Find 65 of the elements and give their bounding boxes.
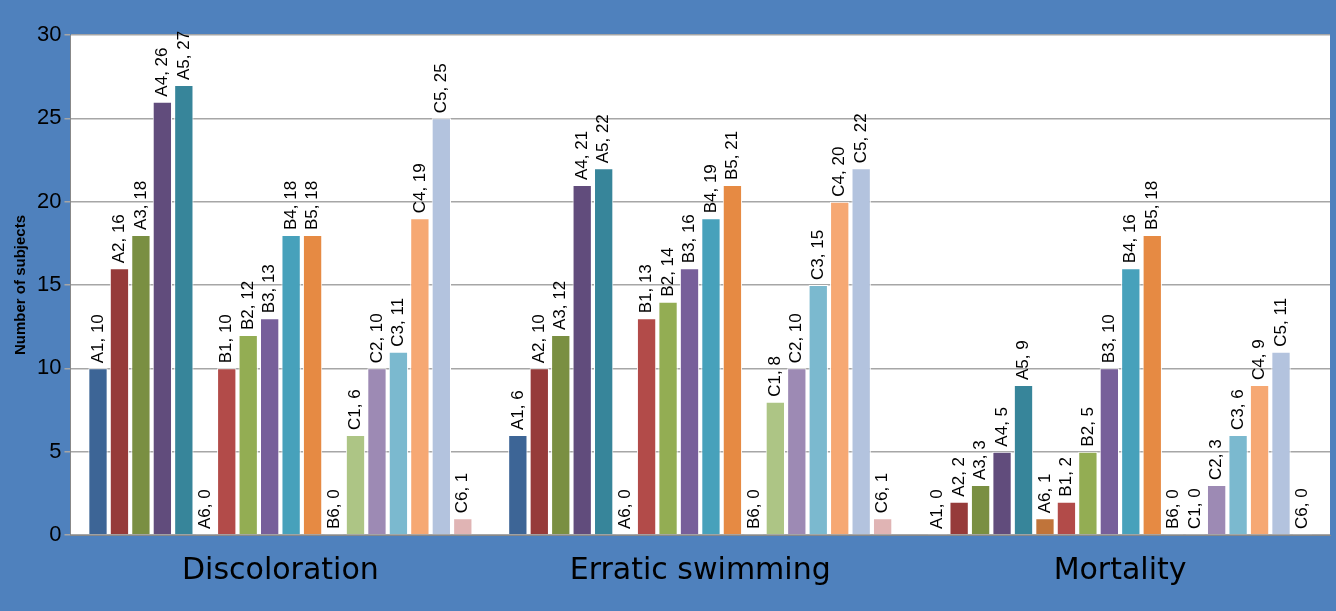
data-label: C4, 9: [1249, 339, 1269, 380]
data-label: A1, 6: [507, 390, 527, 430]
data-label: C3, 11: [388, 297, 408, 347]
y-tick-label: 20: [36, 187, 62, 213]
data-label: B6, 0: [1163, 489, 1183, 529]
data-label: B3, 10: [1099, 314, 1119, 364]
y-tick-label: 15: [36, 271, 62, 297]
data-label: B4, 16: [1120, 214, 1140, 264]
data-label: B4, 18: [280, 180, 300, 230]
data-label: C6, 0: [1292, 488, 1312, 529]
data-label: C6, 1: [872, 472, 892, 514]
data-label: B6, 0: [323, 489, 343, 529]
data-label: C2, 10: [786, 313, 806, 364]
y-tick-label: 5: [49, 437, 62, 463]
y-axis-title: Number of subjects: [11, 214, 29, 356]
data-label: C6, 1: [452, 472, 472, 514]
data-label: B5, 21: [722, 130, 742, 180]
data-label: B5, 18: [1141, 180, 1161, 230]
data-label: B2, 14: [657, 247, 677, 297]
y-tick-label: 25: [36, 104, 62, 130]
data-label: A2, 10: [528, 314, 548, 364]
data-label: A2, 16: [109, 214, 129, 264]
data-label: A6, 1: [1034, 473, 1054, 514]
data-label: B5, 18: [302, 180, 322, 230]
data-label: A3, 12: [550, 280, 570, 330]
data-label: A1, 10: [87, 314, 107, 364]
data-label: A3, 3: [970, 440, 990, 480]
data-label: B1, 10: [216, 314, 236, 364]
data-label: C4, 20: [829, 146, 849, 197]
data-label: B2, 5: [1077, 406, 1097, 447]
x-tick-label: Discoloration: [181, 550, 379, 586]
data-label: B4, 19: [700, 164, 720, 214]
data-label: C1, 6: [345, 389, 365, 430]
x-tick-label: Erratic swimming: [569, 550, 831, 586]
data-label: C4, 19: [409, 163, 429, 214]
data-label: A4, 5: [991, 406, 1011, 447]
data-label: A1, 0: [927, 489, 947, 529]
data-label: C5, 22: [850, 113, 870, 164]
data-label: C3, 6: [1227, 389, 1247, 430]
data-label: A5, 9: [1013, 340, 1033, 380]
data-label: A5, 22: [593, 114, 613, 164]
data-label: A6, 0: [614, 489, 634, 529]
data-label: A4, 21: [571, 130, 591, 180]
x-tick-label: Mortality: [1053, 550, 1187, 586]
data-label: C1, 0: [1184, 488, 1204, 529]
data-label: B2, 12: [237, 280, 257, 330]
data-label: B1, 2: [1056, 456, 1076, 497]
data-label: B1, 13: [636, 264, 656, 314]
data-label: C5, 25: [431, 63, 451, 114]
data-label: C1, 8: [765, 356, 785, 397]
data-label: A5, 27: [173, 30, 193, 80]
data-label: A6, 0: [194, 489, 214, 529]
data-label: A3, 18: [130, 180, 150, 230]
data-label: C2, 3: [1206, 439, 1226, 480]
data-label: B6, 0: [743, 489, 763, 529]
data-label: B3, 13: [259, 264, 279, 314]
data-label: A4, 26: [152, 47, 172, 97]
data-label: B3, 16: [679, 214, 699, 264]
data-label: C2, 10: [366, 313, 386, 364]
data-label: C3, 15: [807, 229, 827, 280]
y-tick-label: 10: [36, 354, 62, 380]
y-tick-label: 30: [36, 21, 62, 47]
data-label: C5, 11: [1270, 297, 1290, 347]
data-label: A2, 2: [948, 456, 968, 497]
y-tick-label: 0: [49, 521, 62, 547]
